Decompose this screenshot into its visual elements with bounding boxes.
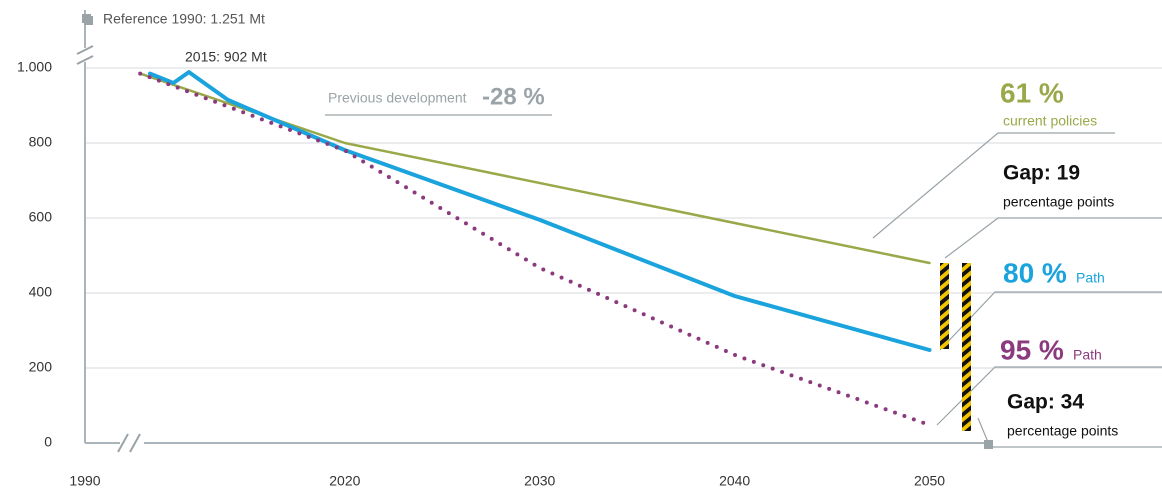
annotation: -28 % xyxy=(482,83,545,110)
x-tick-label: 2020 xyxy=(329,473,360,489)
annotation: Gap: 19 xyxy=(1003,162,1080,185)
series-line xyxy=(148,70,932,352)
annotation: percentage points xyxy=(1007,423,1118,439)
leader-lines xyxy=(325,114,1162,448)
annotation: Path xyxy=(1076,270,1105,286)
series-line xyxy=(138,71,932,427)
annotation: Gap: 34 xyxy=(1007,391,1084,414)
annotation: 2015: 902 Mt xyxy=(185,49,267,65)
reference-marker xyxy=(84,16,93,25)
annotation: percentage points xyxy=(1003,194,1114,210)
annotation: Previous development xyxy=(328,90,467,106)
x-tick-label: 1990 xyxy=(69,473,100,489)
annotation: current policies xyxy=(1003,113,1097,129)
x-tick-label: 2050 xyxy=(914,473,945,489)
axis-break xyxy=(76,45,144,453)
y-tick-label: 600 xyxy=(29,209,53,225)
annotation: 61 % xyxy=(1000,77,1064,108)
annotation: 80 % xyxy=(1003,257,1067,288)
gap-bar xyxy=(940,263,949,349)
annotation: 95 % xyxy=(1000,334,1064,365)
y-tick-label: 200 xyxy=(29,359,53,375)
x-tick-label: 2040 xyxy=(719,473,750,489)
y-tick-label: 800 xyxy=(29,134,53,150)
x-tick-label: 2030 xyxy=(524,473,555,489)
annotation: Path xyxy=(1073,347,1102,363)
annotation: Reference 1990: 1.251 Mt xyxy=(103,11,265,27)
series-line xyxy=(138,72,931,265)
y-tick-label: 400 xyxy=(29,284,53,300)
gap-bar xyxy=(962,263,971,431)
y-tick-label: 0 xyxy=(44,434,52,450)
y-tick-label: 1.000 xyxy=(17,59,52,75)
